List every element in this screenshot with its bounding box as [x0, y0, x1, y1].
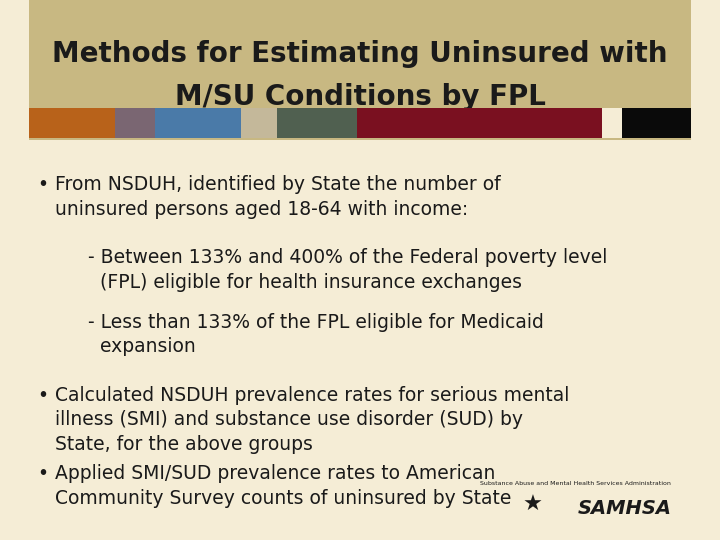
Text: - Less than 133% of the FPL eligible for Medicaid
  expansion: - Less than 133% of the FPL eligible for…	[89, 313, 544, 356]
FancyBboxPatch shape	[277, 108, 356, 138]
FancyBboxPatch shape	[602, 108, 621, 138]
FancyBboxPatch shape	[115, 108, 155, 138]
Text: - Between 133% and 400% of the Federal poverty level
  (FPL) eligible for health: - Between 133% and 400% of the Federal p…	[89, 248, 608, 292]
FancyBboxPatch shape	[155, 108, 240, 138]
Text: •: •	[37, 464, 49, 483]
Text: ★: ★	[522, 495, 542, 515]
FancyBboxPatch shape	[240, 108, 277, 138]
Text: Methods for Estimating Uninsured with: Methods for Estimating Uninsured with	[53, 40, 667, 68]
FancyBboxPatch shape	[356, 108, 602, 138]
Text: Calculated NSDUH prevalence rates for serious mental
illness (SMI) and substance: Calculated NSDUH prevalence rates for se…	[55, 386, 570, 454]
FancyBboxPatch shape	[29, 0, 691, 140]
FancyBboxPatch shape	[621, 108, 691, 138]
FancyBboxPatch shape	[29, 108, 115, 138]
Text: Substance Abuse and Mental Health Services Administration: Substance Abuse and Mental Health Servic…	[480, 481, 671, 486]
Text: •: •	[37, 386, 49, 405]
Text: Applied SMI/SUD prevalence rates to American
Community Survey counts of uninsure: Applied SMI/SUD prevalence rates to Amer…	[55, 464, 512, 508]
Text: SAMHSA: SAMHSA	[577, 500, 671, 518]
Text: M/SU Conditions by FPL: M/SU Conditions by FPL	[174, 83, 546, 111]
Text: From NSDUH, identified by State the number of
uninsured persons aged 18-64 with : From NSDUH, identified by State the numb…	[55, 176, 501, 219]
Text: •: •	[37, 176, 49, 194]
